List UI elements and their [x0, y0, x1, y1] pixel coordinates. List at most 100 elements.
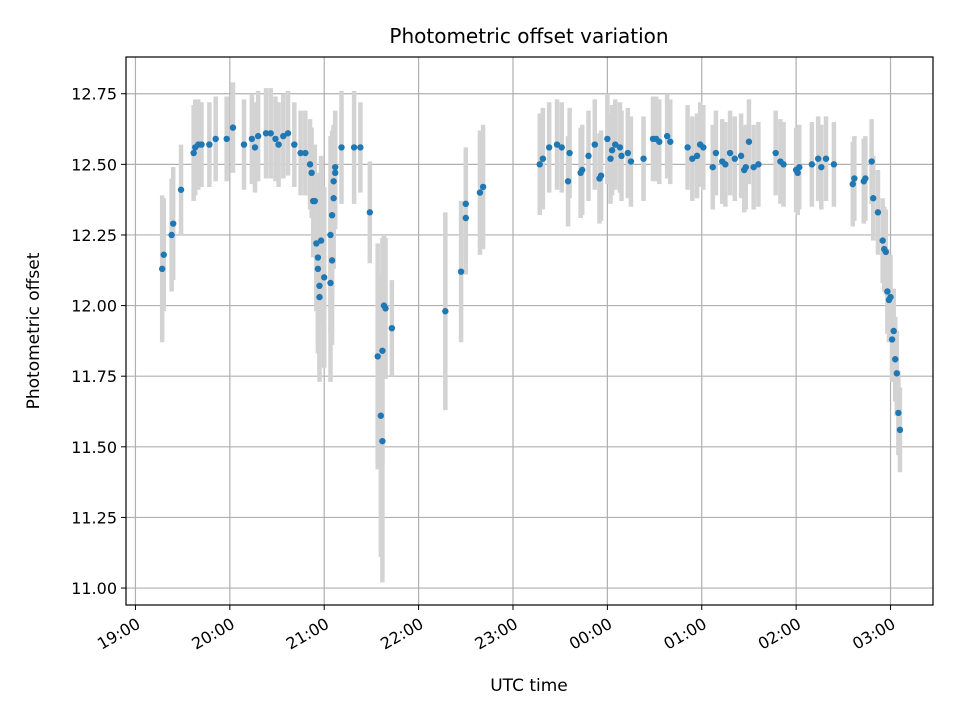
data-point: [229, 124, 237, 131]
y-tick-label: 11.75: [71, 367, 117, 386]
data-point: [879, 237, 886, 244]
data-point: [311, 197, 318, 205]
data-point: [794, 169, 801, 177]
data-point: [254, 132, 262, 140]
data-point: [656, 138, 663, 145]
data-point: [248, 135, 256, 143]
data-point: [306, 161, 314, 168]
data-point: [177, 186, 185, 193]
data-point: [212, 135, 219, 143]
data-point: [808, 161, 816, 168]
data-point: [388, 324, 396, 332]
data-point: [796, 163, 803, 171]
data-point: [618, 152, 625, 160]
y-tick-label: 12.25: [71, 226, 117, 245]
data-point: [479, 183, 487, 191]
data-point: [890, 327, 897, 335]
data-point: [742, 163, 750, 171]
data-point: [893, 370, 901, 377]
data-point: [640, 155, 647, 162]
data-point: [314, 265, 322, 273]
data-point: [160, 251, 167, 258]
data-point: [745, 138, 753, 145]
data-point: [822, 155, 830, 162]
data-point: [206, 141, 213, 148]
data-point: [330, 178, 337, 185]
data-point: [578, 166, 586, 174]
data-point: [280, 132, 287, 140]
data-point: [726, 149, 734, 157]
data-point: [755, 161, 762, 168]
data-point: [604, 135, 611, 143]
chart-title: Photometric offset variation: [389, 24, 668, 48]
data-point: [332, 169, 339, 177]
data-point: [223, 135, 230, 143]
data-point: [693, 152, 701, 160]
data-point: [350, 144, 358, 151]
data-point: [262, 130, 270, 137]
data-point: [722, 161, 729, 168]
data-point: [830, 161, 838, 168]
data-point: [317, 237, 325, 244]
plot-frame: [125, 56, 934, 606]
data-point: [814, 155, 822, 162]
data-point: [313, 240, 320, 247]
data-point: [328, 257, 336, 264]
data-point: [267, 130, 274, 137]
y-axis-ticks: 11.00 11.25 11.50 11.75 12.00 12.25 12.50 12.75: [71, 85, 126, 598]
data-point: [457, 268, 465, 275]
data-point: [169, 220, 177, 227]
data-point: [882, 248, 890, 256]
data-point: [667, 138, 674, 145]
data-point: [158, 265, 166, 273]
data-point: [275, 141, 282, 148]
data-point: [190, 149, 197, 157]
data-point: [888, 336, 896, 343]
data-point: [316, 282, 323, 290]
data-point: [379, 347, 386, 354]
data-point: [314, 254, 322, 261]
data-point: [240, 141, 248, 148]
data-points: [158, 124, 904, 445]
data-point: [442, 308, 449, 315]
data-point: [566, 149, 573, 157]
data-point: [553, 141, 561, 148]
data-point: [564, 178, 572, 185]
data-point: [896, 426, 904, 434]
data-point: [895, 409, 902, 417]
data-point: [328, 211, 336, 219]
data-point: [291, 141, 298, 148]
y-tick-label: 12.75: [71, 85, 117, 104]
data-point: [700, 144, 707, 151]
data-point: [849, 180, 856, 188]
data-point: [545, 144, 553, 151]
y-tick-label: 12.00: [71, 297, 117, 316]
data-point: [616, 144, 624, 151]
data-point: [327, 231, 334, 239]
data-point: [462, 214, 469, 222]
data-point: [892, 356, 899, 363]
data-point: [689, 155, 696, 162]
data-point: [308, 169, 315, 177]
data-point: [377, 412, 385, 419]
data-point: [780, 161, 787, 168]
data-point: [887, 293, 894, 301]
data-point: [251, 144, 259, 151]
data-point: [284, 130, 292, 137]
data-point: [772, 149, 779, 157]
data-point: [663, 132, 671, 140]
data-point: [608, 147, 616, 154]
data-point: [684, 144, 691, 151]
data-point: [591, 141, 598, 148]
data-point: [536, 161, 543, 168]
data-point: [316, 293, 323, 301]
data-point: [870, 195, 877, 202]
data-point: [327, 279, 334, 287]
data-point: [321, 274, 328, 281]
data-point: [750, 163, 757, 171]
data-point: [379, 437, 386, 445]
y-tick-label: 11.50: [71, 438, 117, 457]
data-point: [357, 144, 364, 151]
